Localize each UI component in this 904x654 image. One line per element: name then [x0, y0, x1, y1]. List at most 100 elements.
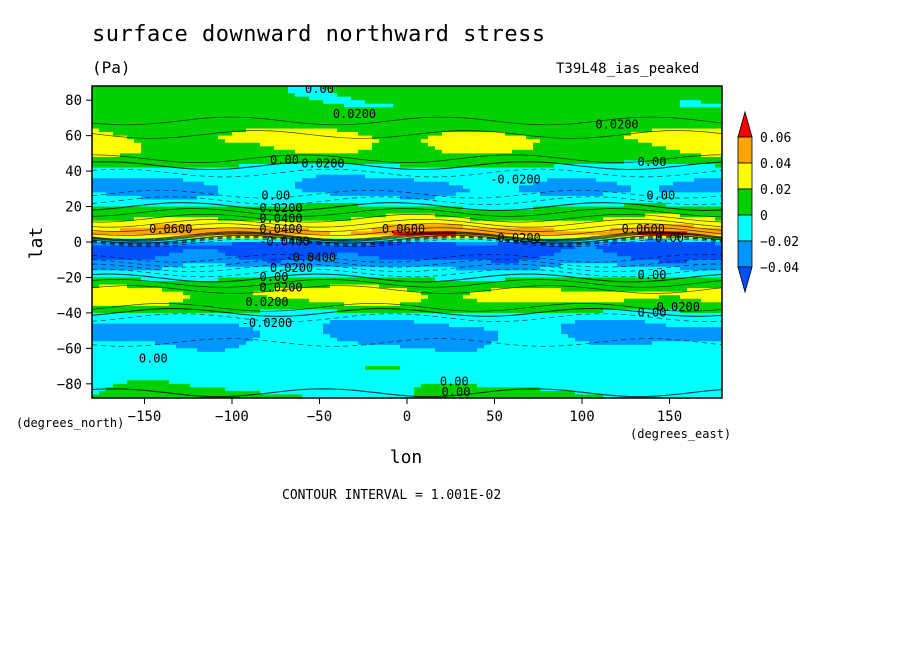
field-cell [435, 93, 443, 98]
field-cell [533, 96, 541, 101]
field-cell [337, 273, 345, 279]
field-cell [673, 156, 681, 162]
field-cell [162, 245, 170, 250]
field-cell [141, 103, 149, 108]
field-cell [603, 217, 611, 222]
field-cell [470, 174, 478, 179]
field-cell [120, 195, 128, 201]
field-cell [680, 206, 688, 211]
field-cell [134, 259, 142, 264]
field-cell [288, 217, 296, 222]
field-cell [323, 125, 331, 130]
field-cell [407, 146, 415, 151]
field-cell [624, 178, 632, 183]
field-cell [645, 156, 653, 162]
field-cell [414, 125, 422, 130]
field-cell [631, 146, 639, 151]
field-cell [547, 195, 555, 201]
field-cell [442, 195, 450, 201]
field-cell [162, 110, 170, 115]
field-cell [463, 270, 471, 275]
field-cell [162, 242, 170, 247]
field-cell [414, 199, 422, 204]
field-cell [393, 146, 401, 151]
field-cell [127, 281, 135, 286]
field-cell [526, 139, 534, 144]
field-cell [561, 252, 569, 257]
field-cell [148, 164, 156, 169]
field-cell [386, 96, 394, 101]
field-cell [708, 249, 716, 254]
field-cell [225, 227, 233, 232]
field-cell [533, 242, 541, 247]
field-cell [302, 114, 310, 119]
field-cell [694, 266, 702, 271]
field-cell [540, 181, 548, 186]
field-cell [449, 217, 457, 222]
field-cell [575, 114, 583, 119]
field-cell [666, 121, 674, 126]
field-cell [155, 266, 163, 271]
field-cell [484, 107, 492, 112]
field-cell [393, 110, 401, 115]
field-cell [155, 224, 163, 229]
field-cell [274, 114, 282, 119]
field-cell [687, 171, 695, 176]
field-cell [211, 174, 219, 179]
field-cell [575, 110, 583, 115]
field-cell [155, 100, 163, 105]
field-cell [316, 174, 324, 179]
field-cell [183, 114, 191, 119]
field-cell [393, 135, 401, 140]
field-cell [218, 178, 226, 183]
field-cell [491, 195, 499, 201]
field-cell [330, 242, 338, 247]
field-cell [393, 238, 401, 243]
field-cell [477, 227, 485, 232]
field-cell [169, 117, 177, 123]
field-cell [155, 227, 163, 232]
field-cell [680, 199, 688, 204]
field-cell [554, 121, 562, 126]
field-cell [610, 252, 618, 257]
field-cell [526, 110, 534, 115]
field-cell [526, 234, 534, 240]
field-cell [127, 174, 135, 179]
field-cell [260, 203, 268, 208]
field-cell [631, 252, 639, 257]
field-cell [92, 146, 100, 151]
field-cell [512, 96, 520, 101]
field-cell [463, 217, 471, 222]
field-cell [267, 107, 275, 112]
field-cell [596, 139, 604, 144]
field-cell [155, 121, 163, 126]
field-cell [519, 125, 527, 130]
field-cell [449, 89, 457, 94]
field-cell [638, 132, 646, 137]
field-cell [582, 227, 590, 232]
field-cell [372, 185, 380, 190]
field-cell [456, 270, 464, 275]
field-cell [470, 160, 478, 165]
field-cell [435, 245, 443, 250]
field-cell [484, 185, 492, 190]
field-cell [106, 156, 114, 162]
field-cell [162, 153, 170, 158]
field-cell [169, 125, 177, 130]
field-cell [337, 242, 345, 247]
field-cell [554, 231, 562, 236]
field-cell [302, 231, 310, 236]
field-cell [407, 96, 415, 101]
field-cell [554, 185, 562, 190]
field-cell [260, 256, 268, 261]
field-cell [316, 181, 324, 186]
field-cell [687, 277, 695, 282]
field-cell [421, 242, 429, 247]
field-cell [323, 117, 331, 123]
field-cell [351, 181, 359, 186]
field-cell [638, 171, 646, 176]
field-cell [610, 96, 618, 101]
field-cell [470, 146, 478, 151]
field-cell [694, 132, 702, 137]
field-cell [603, 213, 611, 218]
